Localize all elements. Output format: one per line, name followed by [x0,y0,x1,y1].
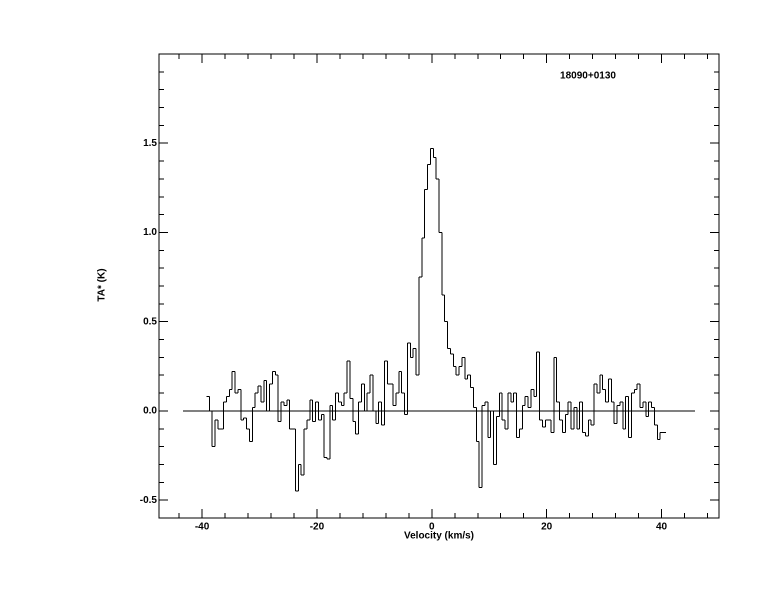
x-tick-label: -20 [310,522,325,533]
plot-frame [158,53,720,519]
x-tick-label: -40 [195,522,210,533]
y-tick-label: -0.5 [140,495,158,506]
y-axis-label: TA* (K) [97,268,108,301]
x-tick-label: 40 [656,522,668,533]
x-tick-label: 20 [541,522,553,533]
y-tick-label: 0.0 [143,406,157,417]
chart-title: 18090+0130 [560,71,616,82]
x-tick-label: 0 [429,522,435,533]
y-tick-label: 1.0 [143,227,157,238]
x-axis-label: Velocity (km/s) [404,531,474,542]
y-tick-label: 0.5 [143,316,157,327]
y-tick-label: 1.5 [143,138,157,149]
